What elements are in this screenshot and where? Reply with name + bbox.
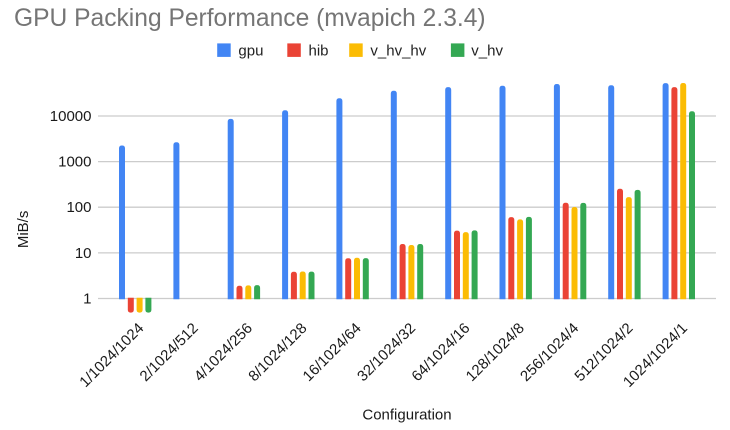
svg-text:1: 1 — [83, 291, 91, 308]
svg-text:v_hv_hv: v_hv_hv — [370, 42, 426, 59]
svg-text:MiB/s: MiB/s — [15, 211, 32, 249]
svg-text:GPU Packing Performance (mvapi: GPU Packing Performance (mvapich 2.3.4) — [14, 5, 486, 32]
svg-text:hib: hib — [309, 42, 329, 59]
svg-text:100: 100 — [66, 199, 91, 216]
svg-text:v_hv: v_hv — [471, 42, 503, 59]
svg-text:gpu: gpu — [238, 42, 263, 59]
svg-text:10: 10 — [75, 245, 92, 262]
svg-text:1000: 1000 — [58, 154, 91, 171]
svg-text:10000: 10000 — [50, 108, 92, 125]
svg-text:Configuration: Configuration — [362, 406, 451, 423]
